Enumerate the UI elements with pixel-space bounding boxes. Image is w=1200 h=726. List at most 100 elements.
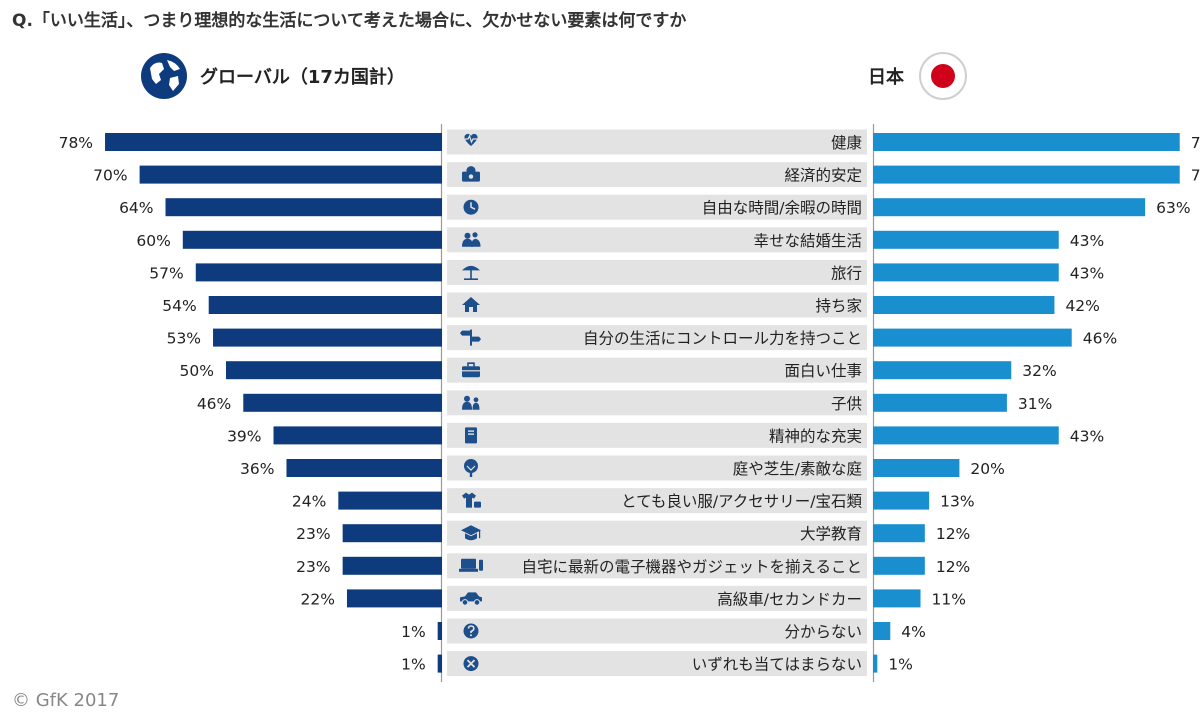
japan-bar (873, 491, 930, 510)
global-bar (437, 622, 442, 640)
japan-bar (873, 230, 1059, 249)
category-label: 持ち家 (815, 297, 862, 315)
clock-icon (463, 199, 479, 215)
category-label: 幸せな結婚生活 (753, 232, 862, 250)
japan-value-label: 71% (1191, 167, 1200, 185)
japan-value-label: 20% (970, 460, 1004, 478)
category-label-bg (447, 129, 867, 155)
category-label: 子供 (831, 395, 862, 413)
japan-bar (873, 328, 1072, 347)
japan-value-label: 71% (1191, 134, 1200, 152)
japan-bar (873, 589, 921, 608)
japan-bar (873, 622, 891, 640)
children-icon (462, 395, 480, 410)
global-value-label: 64% (119, 199, 153, 217)
couple-icon (462, 232, 481, 247)
category-label: 健康 (831, 134, 862, 152)
japan-value-label: 46% (1083, 330, 1117, 348)
category-label-bg (447, 585, 867, 611)
category-label: 庭や芝生/素敵な庭 (733, 460, 862, 478)
category-label: 自宅に最新の電子機器やガジェットを揃えること (521, 558, 862, 576)
japan-bar (873, 133, 1180, 151)
global-bar (226, 361, 442, 380)
category-label: 高級車/セカンドカー (717, 590, 862, 608)
japan-label: 日本 (868, 67, 904, 88)
category-label: 精神的な充実 (769, 427, 862, 445)
japan-bar (873, 524, 925, 543)
japan-bar (873, 393, 1007, 412)
global-bar (139, 165, 442, 184)
category-label-bg (447, 259, 867, 285)
graduation-cap-icon (461, 525, 481, 541)
japan-bar (873, 556, 925, 575)
global-bar (208, 296, 442, 314)
category-label-bg (447, 357, 867, 383)
japan-bar (873, 296, 1055, 314)
money-icon (462, 166, 480, 182)
category-label: 自分の生活にコントロール力を持つこと (583, 330, 862, 348)
laptop-icon (459, 558, 483, 572)
global-label: グローバル（17カ国計） (200, 67, 405, 88)
category-label-bg (447, 618, 867, 644)
question-icon (463, 623, 479, 639)
category-label: 面白い仕事 (784, 362, 862, 380)
global-value-label: 1% (401, 623, 426, 641)
global-value-label: 36% (240, 460, 274, 478)
japan-value-label: 13% (940, 493, 974, 511)
japan-bar (873, 654, 878, 673)
global-legend: グローバル（17カ国計） (140, 52, 405, 100)
tree-icon (464, 459, 478, 477)
category-label-bg (447, 292, 867, 318)
category-label-bg (447, 553, 867, 579)
beach-icon (462, 265, 480, 280)
global-value-label: 54% (162, 297, 196, 315)
global-bar (105, 133, 442, 151)
category-label-bg (447, 194, 867, 220)
global-value-label: 22% (301, 590, 335, 608)
category-label: 経済的安定 (784, 167, 862, 185)
japan-bar (873, 361, 1012, 380)
global-value-label: 23% (296, 525, 330, 543)
global-bar (437, 654, 442, 673)
category-label: 自由な時間/余暇の時間 (702, 198, 862, 217)
japan-value-label: 31% (1018, 395, 1052, 413)
category-label: 旅行 (831, 264, 862, 282)
japan-value-label: 43% (1070, 264, 1104, 282)
category-label-bg (447, 162, 867, 188)
japan-bar (873, 165, 1180, 184)
global-value-label: 57% (149, 264, 183, 282)
japan-value-label: 12% (936, 525, 970, 543)
category-label-bg (447, 325, 867, 351)
japan-bar (873, 263, 1059, 282)
global-value-label: 60% (136, 232, 170, 250)
global-bar (342, 524, 442, 543)
globe-icon (141, 53, 187, 99)
briefcase-icon (462, 362, 480, 378)
category-label-bg (447, 520, 867, 546)
japan-flag-icon (919, 52, 967, 100)
japan-value-label: 42% (1065, 297, 1099, 315)
signpost-icon (460, 329, 481, 346)
japan-legend: 日本 (868, 52, 968, 100)
global-value-label: 70% (93, 167, 127, 185)
japan-value-label: 63% (1156, 199, 1190, 217)
global-value-label: 50% (180, 362, 214, 380)
house-icon (462, 297, 480, 312)
japan-value-label: 32% (1022, 362, 1056, 380)
japan-value-label: 11% (932, 590, 966, 608)
global-bar (243, 393, 442, 412)
category-label-bg (447, 422, 867, 448)
category-label-bg (447, 390, 867, 416)
category-label: とても良い服/アクセサリー/宝石類 (621, 493, 862, 511)
category-label-bg (447, 227, 867, 253)
global-value-label: 78% (59, 134, 93, 152)
global-bar (286, 459, 442, 477)
global-value-label: 39% (227, 427, 261, 445)
global-bar (273, 426, 442, 445)
japan-value-label: 43% (1070, 232, 1104, 250)
global-bar (338, 491, 442, 510)
global-value-label: 53% (167, 330, 201, 348)
global-value-label: 24% (292, 493, 326, 511)
global-value-label: 23% (296, 558, 330, 576)
japan-bar (873, 426, 1059, 445)
